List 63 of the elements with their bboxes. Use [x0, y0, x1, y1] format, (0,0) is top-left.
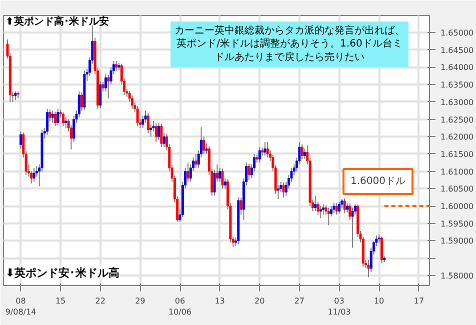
ref-line-label: 1.6000ドル: [350, 176, 406, 188]
candlestick: [319, 206, 322, 219]
candlestick: [78, 91, 80, 118]
candlestick: [264, 142, 266, 156]
y-tick-label: 1.59500: [440, 219, 474, 228]
y-tick-label: 1.63500: [440, 80, 474, 90]
y-tick-label: 1.62000: [440, 132, 474, 142]
candlestick: [130, 95, 134, 110]
candlestick: [258, 146, 261, 164]
x-tick-label: 08 9/08/14: [5, 296, 36, 316]
y-tick-label: 1.64000: [440, 63, 474, 72]
candlestick: [115, 60, 118, 72]
candlestick: [322, 204, 325, 216]
y-tick-label: 1.62500: [440, 115, 474, 124]
candlestick: [335, 202, 338, 216]
candlestick: [150, 124, 152, 138]
candlestick: [154, 122, 158, 142]
y-tick-label: 1.65000: [440, 28, 474, 38]
candlestick: [266, 142, 269, 158]
candlestick: [332, 202, 336, 214]
candlestick: [51, 110, 54, 124]
x-tick-label: 06 10/06: [168, 296, 192, 316]
candlestick: [64, 117, 68, 128]
annotation: カーニー英中銀総裁からタカ派的な発言が出れば、英ポンド/米ドルは調整がありそう。1.60ドル台ミドルあたりまで戻したら売りたい: [174, 24, 404, 63]
x-tick-label: 20: [254, 296, 265, 306]
annotation: ⬆英ポンド高･米ドル安: [6, 16, 109, 28]
candlestick: [56, 108, 60, 126]
candlestick: [54, 111, 56, 127]
candlestick: [338, 201, 340, 214]
candlestick: [46, 108, 49, 136]
candlestick: [327, 207, 330, 226]
y-tick-label: 1.61500: [440, 150, 474, 159]
x-tick-label: 13: [214, 296, 225, 306]
candlestick: [351, 207, 354, 248]
y-tick-label: 1.64500: [440, 46, 474, 55]
candlestick: [160, 122, 163, 148]
candlestick: [343, 198, 346, 214]
candlestick: [32, 167, 36, 182]
x-tick-label: 03 11/03: [328, 296, 351, 316]
x-tick-label: 29: [135, 296, 146, 306]
candlestick: [380, 236, 383, 264]
x-tick-label: 22: [95, 296, 106, 306]
candlestick: [314, 195, 317, 212]
annotation: ⬇英ポンド安･米ドル高: [6, 266, 120, 280]
x-tick-label: 27: [294, 296, 305, 306]
x-tick-label: 17: [414, 296, 424, 306]
y-tick-label: 1.63000: [440, 98, 474, 107]
x-tick-label: 10: [374, 296, 384, 306]
candlestick: [136, 106, 139, 127]
y-tick-label: 1.61000: [440, 167, 474, 176]
y-tick-label: 1.60000: [440, 202, 474, 212]
candlestick: [146, 112, 150, 134]
candlestick: [194, 153, 198, 168]
y-tick-label: 1.60500: [440, 184, 474, 194]
candlestick: [282, 182, 285, 198]
candlestick: [346, 202, 348, 213]
candlestick: [221, 168, 224, 190]
candlestick: [99, 80, 102, 109]
candlestick: [202, 136, 206, 154]
candlestick: [62, 112, 64, 127]
y-tick-label: 1.58000: [440, 271, 474, 280]
y-tick-label: 1.59000: [440, 236, 474, 246]
x-tick-label: 15: [55, 296, 66, 306]
